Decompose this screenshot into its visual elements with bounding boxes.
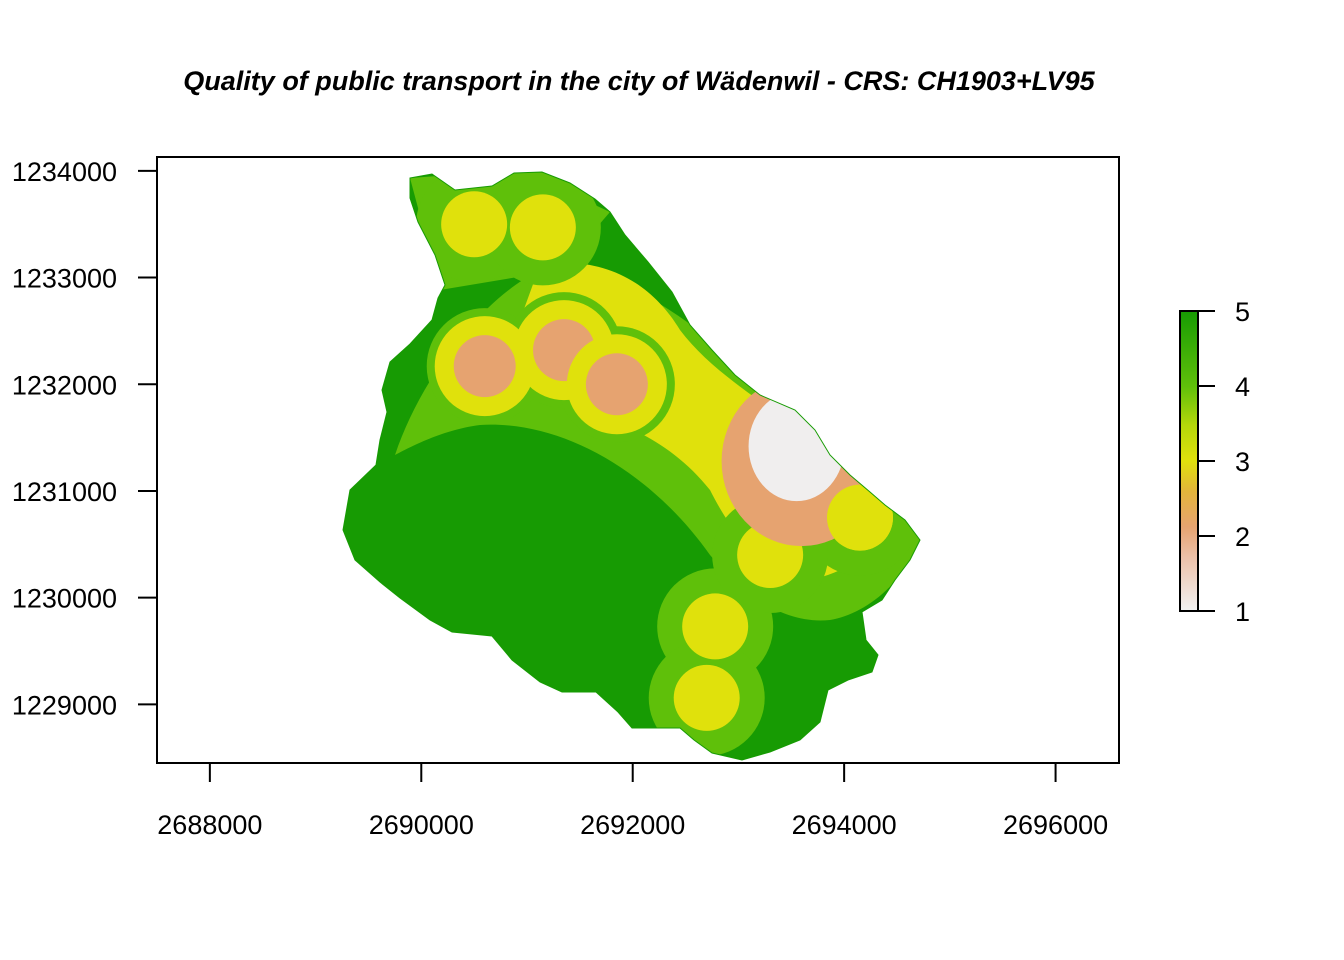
- y-tick-label: 1231000: [12, 477, 117, 507]
- y-tick-label: 1234000: [12, 157, 117, 187]
- legend-tick-label: 3: [1235, 447, 1250, 477]
- y-tick-label: 1230000: [12, 584, 117, 614]
- y-tick-label: 1232000: [12, 370, 117, 400]
- stop-catchment-level-2: [586, 353, 648, 415]
- color-legend: 1 2 3 4 5: [1180, 297, 1250, 627]
- legend-tick-label: 5: [1235, 297, 1250, 327]
- transport-quality-raster: [300, 150, 1000, 800]
- legend-tick-label: 2: [1235, 522, 1250, 552]
- stop-catchment-level-3: [682, 593, 748, 659]
- stop-catchment-level-3: [441, 191, 507, 257]
- chart-title: Quality of public transport in the city …: [183, 66, 1095, 96]
- stop-catchment-level-3: [827, 485, 893, 551]
- y-axis: 1229000 1230000 1231000 1232000 1233000 12340…: [12, 157, 157, 720]
- legend-tick-label: 4: [1235, 372, 1250, 402]
- legend-tick-label: 1: [1235, 597, 1250, 627]
- x-axis: 2688000 2690000 2692000 2694000 2696000: [157, 763, 1108, 840]
- x-tick-label: 2696000: [1003, 810, 1108, 840]
- stop-catchment-level-2: [454, 335, 516, 397]
- stop-catchment-level-3: [510, 194, 576, 260]
- legend-colorbar: [1180, 311, 1198, 611]
- x-tick-label: 2690000: [369, 810, 474, 840]
- x-tick-label: 2692000: [580, 810, 685, 840]
- y-tick-label: 1233000: [12, 264, 117, 294]
- stop-catchment-level-3: [674, 665, 740, 731]
- core-zone-level-1: [749, 391, 845, 501]
- x-tick-label: 2694000: [792, 810, 897, 840]
- legend-ticks: 1 2 3 4 5: [1198, 297, 1250, 627]
- x-tick-label: 2688000: [157, 810, 262, 840]
- y-tick-label: 1229000: [12, 690, 117, 720]
